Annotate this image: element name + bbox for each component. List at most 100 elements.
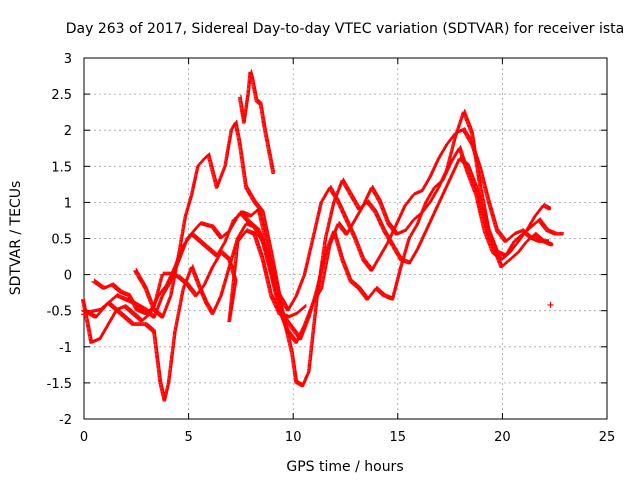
data-point [278, 295, 283, 300]
data-point [120, 313, 125, 317]
data-point [354, 283, 358, 288]
data-point [213, 228, 218, 233]
data-point [125, 317, 129, 321]
data-point [384, 232, 389, 237]
data-point [381, 292, 385, 297]
data-point [290, 325, 294, 330]
data-point [114, 308, 119, 312]
x-tick-label: 25 [599, 430, 616, 445]
x-tick-label: 20 [494, 430, 511, 445]
data-point [186, 283, 190, 287]
data-point [212, 226, 216, 231]
data-point [117, 310, 122, 315]
data-point [221, 252, 226, 256]
data-point [130, 321, 134, 325]
data-point [206, 304, 211, 309]
data-point [203, 243, 208, 248]
data-point [123, 304, 128, 309]
data-point [249, 193, 253, 198]
data-point [543, 226, 548, 230]
data-point [355, 284, 359, 288]
data-point [180, 277, 184, 282]
data-point [110, 304, 115, 309]
data-point [290, 335, 295, 339]
data-point [149, 327, 153, 331]
data-point [460, 158, 464, 163]
data-point [280, 297, 284, 302]
data-point [212, 251, 216, 255]
data-point [111, 283, 115, 287]
data-point [544, 227, 549, 231]
data-point [545, 239, 549, 243]
data-point [81, 296, 85, 301]
data-point [337, 222, 341, 226]
data-point [122, 304, 127, 308]
data-point [352, 282, 357, 286]
data-point [291, 326, 295, 331]
data-point [386, 221, 390, 225]
y-tick-label: 2.5 [51, 88, 72, 103]
data-point [110, 282, 114, 286]
data-point [137, 316, 142, 321]
data-point [111, 305, 116, 310]
data-point [252, 199, 257, 203]
data-point [248, 191, 252, 196]
data-point [244, 217, 249, 221]
data-point [219, 249, 223, 254]
data-point [209, 248, 213, 253]
data-point [375, 287, 380, 292]
data-point [288, 323, 293, 328]
y-tick-label: 3 [64, 52, 72, 67]
data-point [363, 260, 368, 264]
data-point [495, 228, 499, 232]
data-point [151, 328, 155, 333]
data-point [125, 306, 130, 311]
data-point [178, 276, 182, 280]
data-point [281, 299, 286, 304]
data-point [127, 318, 131, 323]
y-axis-label: SDTVAR / TECUs [8, 181, 24, 296]
series-outlier [547, 301, 554, 308]
data-point [226, 256, 231, 260]
data-point [126, 307, 131, 311]
data-point [287, 322, 292, 327]
data-point [255, 99, 260, 103]
data-point [257, 100, 261, 105]
data-point [256, 99, 260, 104]
data-point [208, 247, 212, 252]
data-point [132, 312, 136, 316]
data-point [213, 227, 217, 232]
data-point [339, 225, 343, 229]
data-point [367, 202, 372, 206]
data-point [352, 198, 357, 203]
data-point [540, 221, 544, 225]
data-point [289, 333, 293, 337]
data-point [130, 298, 134, 303]
data-point [94, 281, 99, 285]
data-point [537, 218, 542, 222]
data-point [254, 201, 258, 205]
data-point [289, 334, 294, 338]
data-point [336, 221, 340, 225]
data-point [260, 209, 264, 213]
data-point [463, 129, 467, 133]
data-point [190, 288, 194, 292]
data-point [283, 303, 287, 307]
data-point [114, 286, 119, 290]
series-track-5 [91, 228, 307, 323]
y-tick-label: 0 [64, 269, 72, 284]
data-point [371, 207, 376, 211]
data-point [457, 156, 462, 160]
data-point [540, 222, 545, 226]
data-point [117, 288, 122, 293]
data-point [370, 205, 374, 209]
data-point [349, 193, 353, 197]
data-point [138, 277, 143, 282]
data-point [259, 208, 263, 212]
data-point [216, 231, 220, 236]
data-point [207, 247, 211, 251]
data-point [543, 225, 547, 229]
data-point [253, 226, 258, 231]
data-point [497, 231, 502, 235]
data-point [368, 203, 373, 207]
